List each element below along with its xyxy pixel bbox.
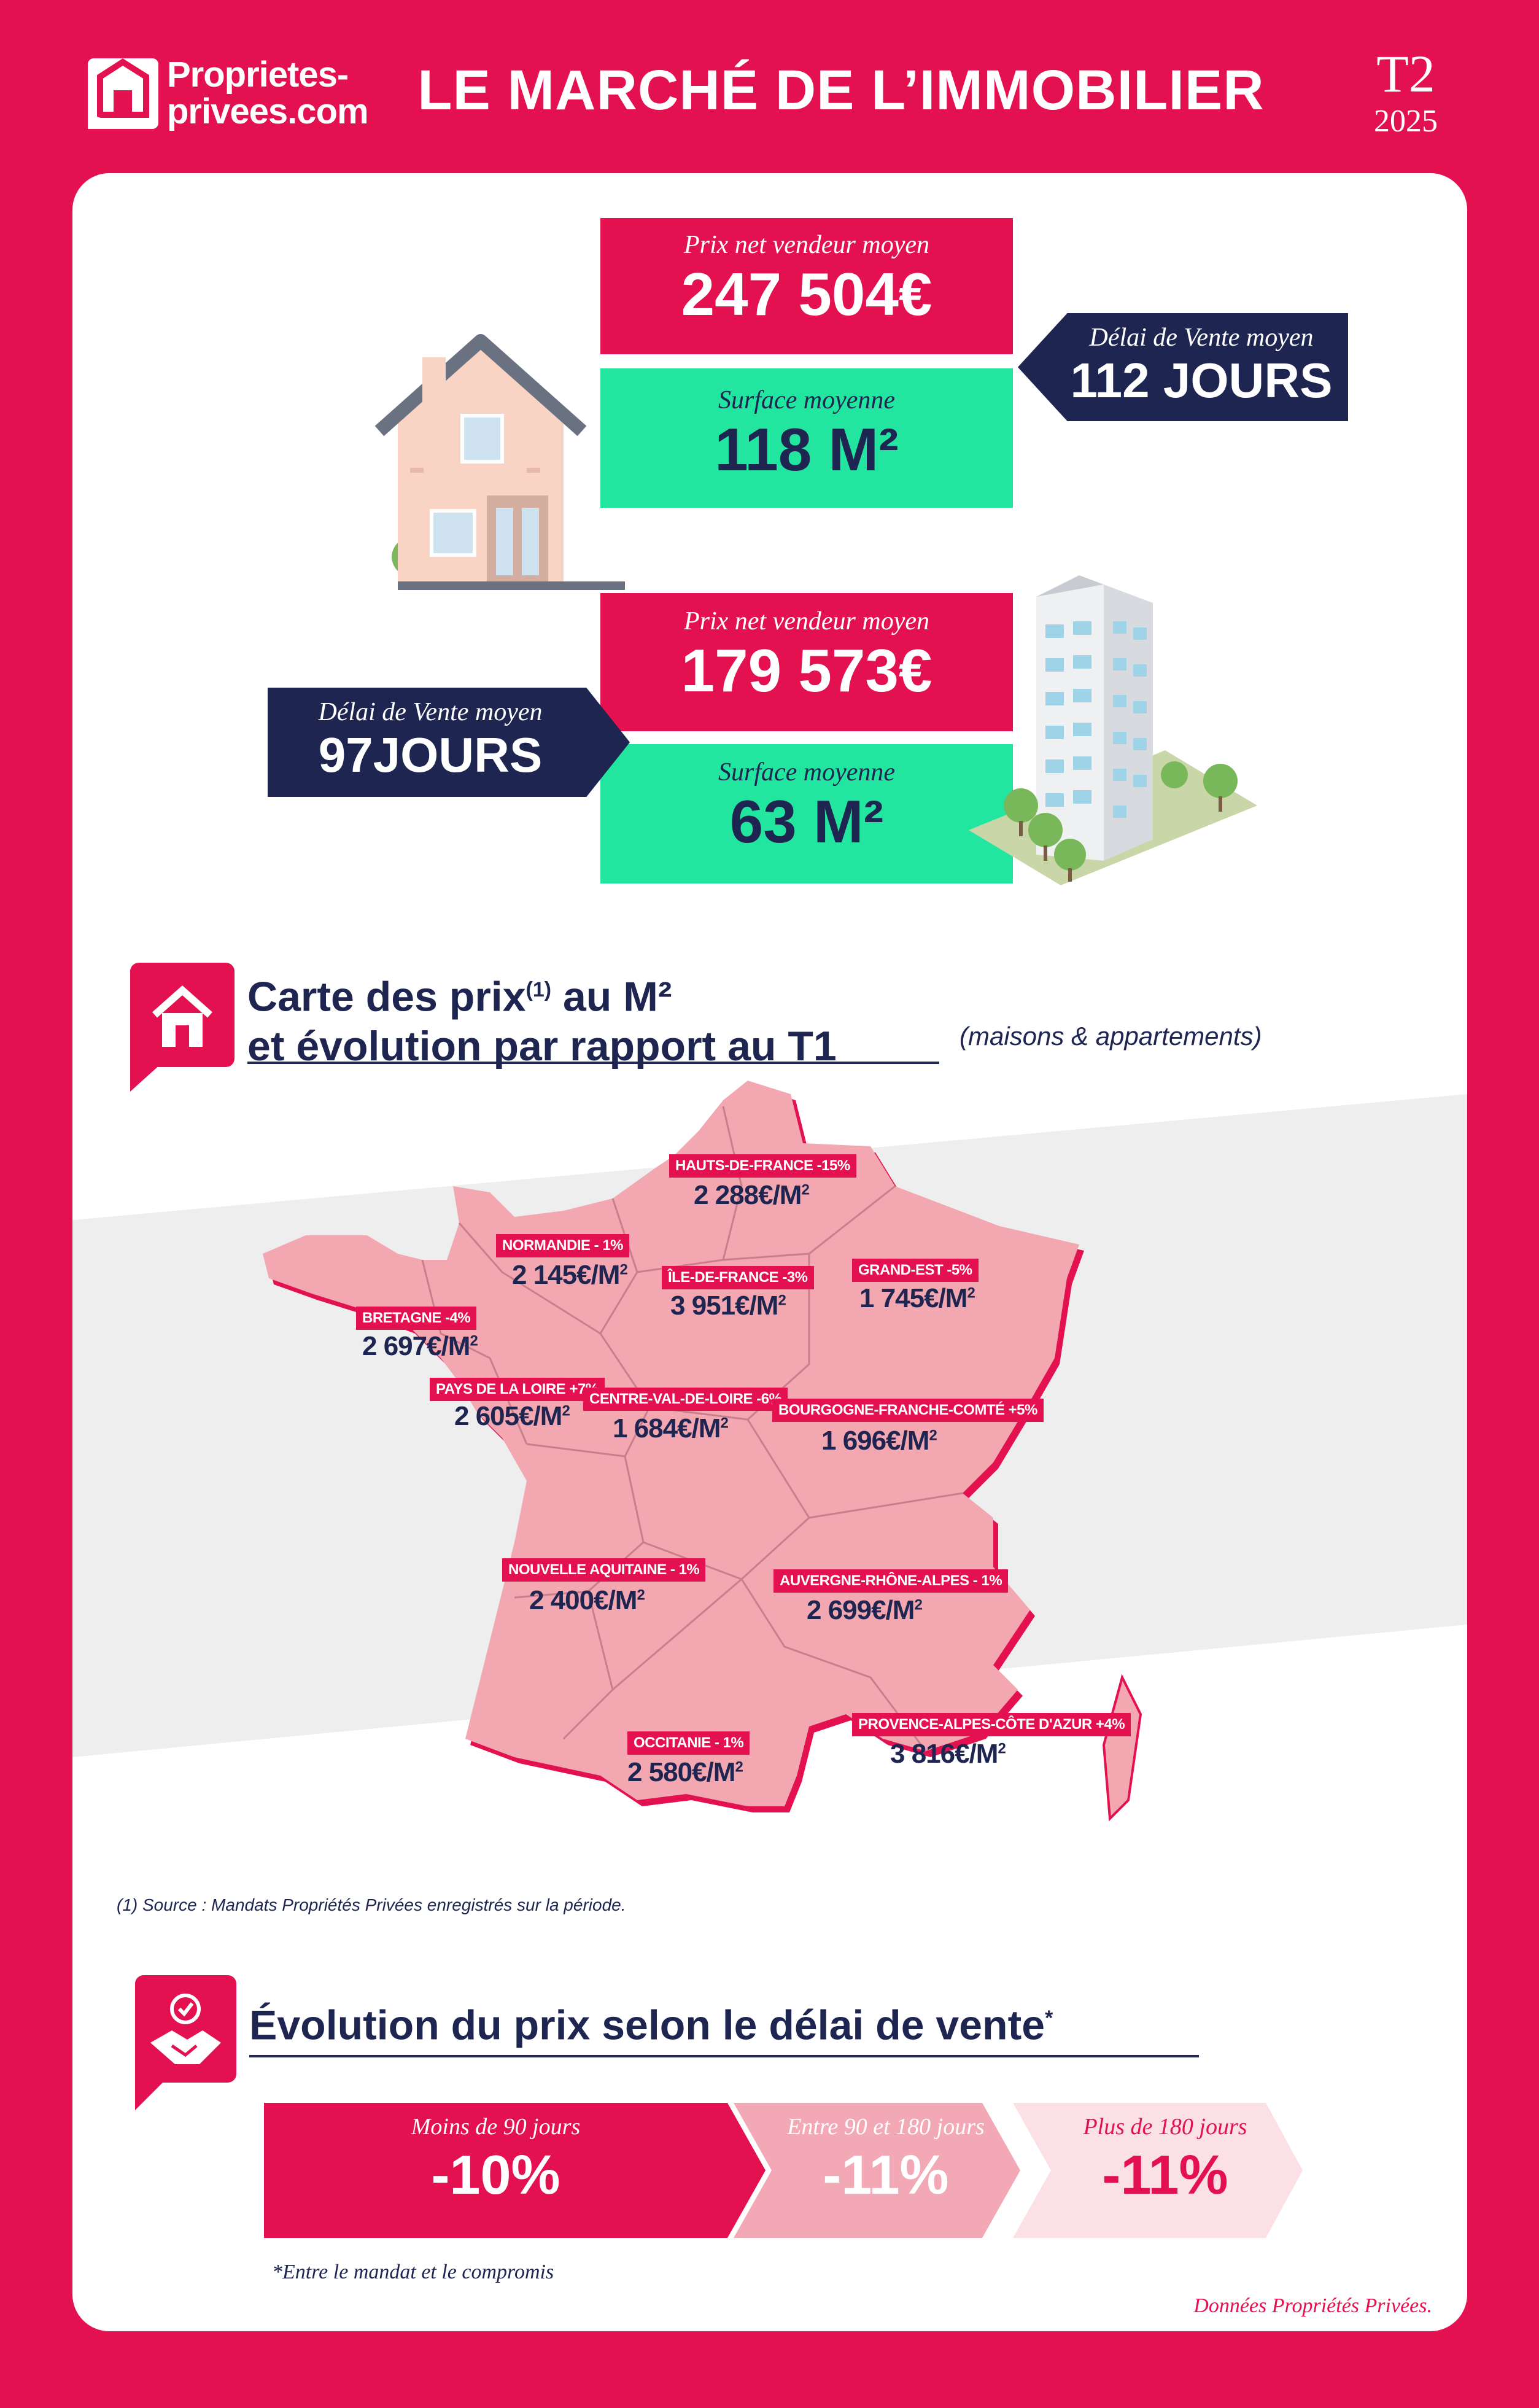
handshake-section-icon (135, 1975, 236, 2110)
region-label-normandie: NORMANDIE - 1% (496, 1234, 630, 1257)
logo-line-1: Proprietes- (167, 55, 349, 95)
house-price-box: Prix net vendeur moyen 247 504€ (600, 218, 1013, 354)
region-price-hauts-de-france: 2 288€/M2 (694, 1180, 810, 1210)
region-price-normandie: 2 145€/M2 (512, 1260, 628, 1290)
building-illustration (969, 575, 1257, 885)
map-title-line-2: et évolution par rapport au T1 (247, 1022, 837, 1070)
map-title-part-a: Carte des prix (247, 973, 526, 1020)
apartment-surface-label: Surface moyenne (718, 758, 896, 786)
logo-icon (88, 58, 158, 138)
logo-text: Proprietes- privees.com (167, 55, 369, 131)
evolution-label-90-180: Entre 90 et 180 jours (787, 2114, 985, 2140)
apartment-price-box: Prix net vendeur moyen 179 573€ (600, 593, 1013, 731)
region-label-nouvelle-aquitaine: NOUVELLE AQUITAINE - 1% (502, 1558, 706, 1582)
region-price-nouvelle-aquitaine: 2 400€/M2 (529, 1585, 645, 1615)
apartment-delay-box: Délai de Vente moyen 97JOURS (268, 688, 630, 797)
region-price-centre-val-de-loire: 1 684€/M2 (613, 1413, 729, 1443)
period: T2 2025 (1344, 44, 1467, 140)
map-title-line-1: Carte des prix(1) au M² (247, 965, 1107, 1022)
evolution-arrows (264, 2103, 1303, 2238)
map-title-underline (247, 1062, 939, 1064)
house-illustration (374, 334, 625, 590)
evolution-label-over-180: Plus de 180 jours (1083, 2114, 1247, 2140)
region-price-pays-de-la-loire: 2 605€/M2 (454, 1401, 570, 1431)
year: 2025 (1374, 104, 1438, 139)
evolution-value-90-180: -11% (823, 2145, 949, 2206)
apartment-price-label: Prix net vendeur moyen (683, 607, 929, 635)
region-label-occitanie: OCCITANIE - 1% (627, 1731, 750, 1755)
evolution-label-under-90: Moins de 90 jours (411, 2114, 581, 2140)
house-delay-box: Délai de Vente moyen 112 JOURS (1018, 313, 1348, 421)
map-title-part-b: au M² (551, 973, 672, 1020)
logo-line-2: privees.com (167, 91, 369, 131)
house-surface-value: 118 M² (715, 416, 899, 483)
apartment-delay-value: 97JOURS (318, 728, 543, 782)
region-price-auvergne-rhone-alpes: 2 699€/M2 (807, 1595, 923, 1625)
region-label-ile-de-france: ÎLE-DE-FRANCE -3% (662, 1266, 814, 1289)
house-section-icon (130, 963, 235, 1092)
map-section-subtitle: (maisons & appartements) (959, 1022, 1262, 1051)
apartment-surface-box: Surface moyenne 63 M² (600, 744, 1013, 884)
region-price-bretagne: 2 697€/M2 (362, 1331, 478, 1361)
region-label-centre-val-de-loire: CENTRE-VAL-DE-LOIRE -6% (583, 1388, 788, 1411)
evolution-value-over-180: -11% (1102, 2145, 1228, 2206)
map-section-title: Carte des prix(1) au M² et évolution par… (247, 965, 1107, 1071)
region-label-provence-alpes-cote-d-azur: PROVENCE-ALPES-CÔTE D'AZUR +4% (852, 1713, 1131, 1736)
region-label-grand-est: GRAND-EST -5% (852, 1259, 979, 1282)
quarter: T2 (1376, 44, 1435, 103)
page-title: LE MARCHÉ DE L’IMMOBILIER (417, 59, 1265, 122)
apartment-surface-value: 63 M² (729, 788, 884, 855)
house-delay-value: 112 JOURS (1070, 353, 1333, 408)
region-label-auvergne-rhone-alpes: AUVERGNE-RHÔNE-ALPES - 1% (773, 1569, 1009, 1593)
region-label-bourgogne-franche-comte: BOURGOGNE-FRANCHE-COMTÉ +5% (772, 1399, 1044, 1422)
map-source-note: (1) Source : Mandats Propriétés Privées … (117, 1895, 626, 1914)
map-title-sup: (1) (525, 978, 552, 1001)
region-price-occitanie: 2 580€/M2 (627, 1757, 743, 1787)
house-price-value: 247 504€ (681, 260, 932, 328)
content-card: Prix net vendeur moyen 247 504€ Surface … (72, 173, 1467, 2331)
region-price-provence-alpes-cote-d-azur: 3 816€/M2 (890, 1739, 1006, 1769)
data-credit: Données Propriétés Privées. (1193, 2294, 1432, 2317)
evolution-section-title: Évolution du prix selon le délai de vent… (249, 1994, 1293, 2050)
region-label-pays-de-la-loire: PAYS DE LA LOIRE +7% (430, 1378, 605, 1401)
evolution-title-sup: * (1045, 2006, 1053, 2030)
house-surface-box: Surface moyenne 118 M² (600, 368, 1013, 508)
region-price-ile-de-france: 3 951€/M2 (670, 1291, 786, 1321)
apartment-price-value: 179 573€ (681, 637, 932, 704)
evolution-value-under-90: -10% (431, 2145, 560, 2206)
evolution-title-underline (249, 2055, 1199, 2057)
house-delay-label: Délai de Vente moyen (1089, 324, 1314, 352)
region-label-hauts-de-france: HAUTS-DE-FRANCE -15% (669, 1154, 856, 1178)
region-price-bourgogne-franche-comte: 1 696€/M2 (821, 1426, 937, 1456)
house-price-label: Prix net vendeur moyen (683, 231, 929, 259)
apartment-delay-label: Délai de Vente moyen (318, 698, 543, 726)
region-label-bretagne: BRETAGNE -4% (356, 1307, 477, 1330)
house-surface-label: Surface moyenne (718, 386, 896, 414)
evolution-title-text: Évolution du prix selon le délai de vent… (249, 2002, 1045, 2049)
region-price-grand-est: 1 745€/M2 (859, 1283, 975, 1313)
evolution-footnote: *Entre le mandat et le compromis (272, 2261, 554, 2283)
